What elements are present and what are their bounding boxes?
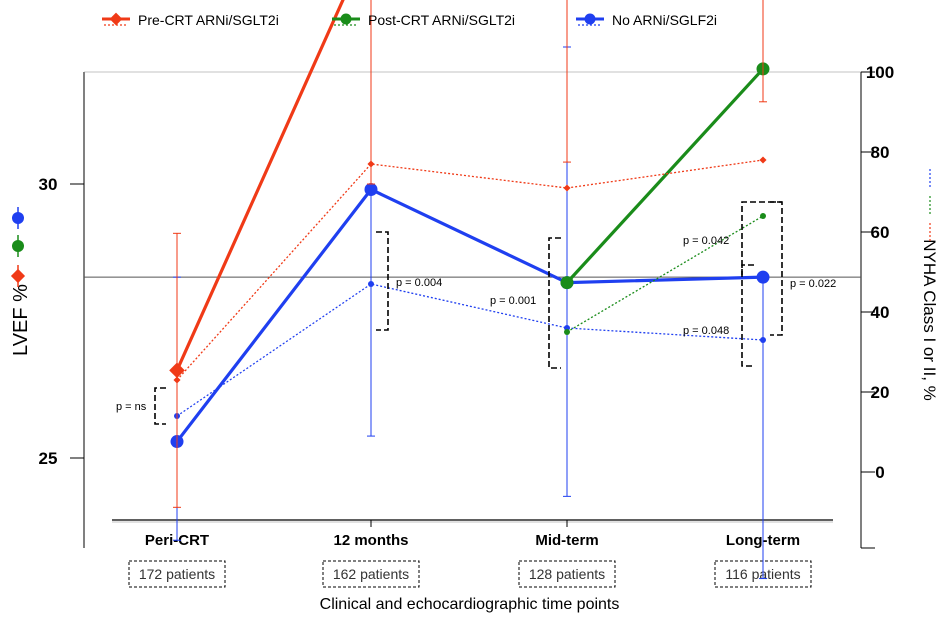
legend-item-post-crt: Post-CRT ARNi/SGLT2i [330, 10, 515, 30]
lvef-point-post-crt-2 [560, 276, 574, 290]
lvef-line-post-crt [565, 67, 765, 284]
nyha-line-post-crt [566, 215, 764, 333]
x-axis-title: Clinical and echocardiographic time poin… [319, 596, 620, 613]
lvef-line-pre-crt [175, 0, 345, 371]
nyha-point-no-arni-1 [368, 281, 374, 287]
nyha-point-no-arni-3 [760, 337, 766, 343]
p-bracket-1 [376, 231, 389, 331]
p-value-label-5: p = 0.048 [683, 325, 729, 337]
p-bracket-5 [741, 264, 754, 367]
x-tick-label-2: Mid-term [535, 532, 598, 549]
p-value-label-2: p = 0.001 [490, 295, 536, 307]
lvef-point-no-arni-3 [756, 270, 770, 284]
right-tick-label-20: 20 [871, 383, 890, 402]
legend-swatch-post-crt [332, 13, 360, 26]
p-bracket-4 [770, 201, 783, 336]
left-key-marker-1 [12, 240, 24, 252]
nyha-point-post-crt-3 [760, 213, 766, 219]
lvef-line-no-arni [175, 187, 764, 443]
p-value-label-4: p = 0.022 [790, 278, 836, 290]
patients-label-1: 162 patients [333, 566, 409, 582]
right-tick-label-80: 80 [871, 143, 890, 162]
left-tick-label-25: 25 [39, 449, 58, 468]
nyha-point-post-crt-2 [564, 329, 570, 335]
nyha-point-pre-crt-0 [173, 376, 181, 384]
left-tick-label-30: 30 [39, 175, 58, 194]
x-tick-label-1: 12 months [333, 532, 408, 549]
patients-box-2 [518, 560, 616, 588]
patients-box-0 [128, 560, 226, 588]
p-value-label-0: p = ns [116, 401, 147, 413]
legend-swatch-pre-crt [102, 12, 130, 26]
right-tick-label-60: 60 [871, 223, 890, 242]
nyha-point-pre-crt-3 [759, 156, 767, 164]
right-tick-label-100: 100 [866, 63, 894, 82]
p-bracket-3 [741, 201, 782, 275]
p-bracket-2 [548, 237, 561, 369]
y-axis-left-title: LVEF % [10, 284, 32, 356]
patients-box-1 [322, 560, 420, 588]
legend-label-post-crt: Post-CRT ARNi/SGLT2i [368, 12, 516, 28]
legend-label-no-arni: No ARNi/SGLF2i [612, 12, 718, 28]
patients-label-2: 128 patients [529, 566, 605, 582]
right-tick-label-40: 40 [871, 303, 890, 322]
p-value-label-3: p = 0.042 [683, 235, 729, 247]
p-bracket-0 [154, 387, 166, 425]
legend-swatch-no-arni [576, 13, 604, 26]
legend-item-pre-crt: Pre-CRT ARNi/SGLT2i [100, 10, 279, 30]
y-axis-right-title: NYHA Class I or II, % [920, 239, 939, 401]
patients-label-0: 172 patients [139, 566, 215, 582]
left-key-marker-0 [12, 212, 24, 224]
legend: Pre-CRT ARNi/SGLT2i Post-CRT ARNi/SGLT2i… [0, 10, 939, 40]
lvef-point-no-arni-1 [364, 182, 378, 196]
nyha-line-pre-crt [176, 159, 764, 381]
legend-item-no-arni: No ARNi/SGLF2i [574, 10, 717, 30]
nyha-line-no-arni [176, 283, 764, 417]
legend-label-pre-crt: Pre-CRT ARNi/SGLT2i [138, 12, 279, 28]
nyha-point-pre-crt-1 [367, 160, 375, 168]
nyha-point-pre-crt-2 [563, 184, 571, 192]
lvef-point-pre-crt-0 [169, 362, 185, 379]
p-value-label-1: p = 0.004 [396, 277, 442, 289]
right-tick-label-0: 0 [875, 463, 884, 482]
left-key-marker-2 [10, 268, 26, 284]
